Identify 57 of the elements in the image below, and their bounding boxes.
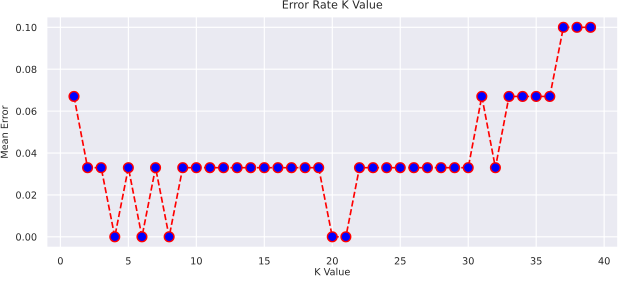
chart-title: Error Rate K Value <box>282 0 382 9</box>
point <box>462 162 474 174</box>
point <box>571 22 583 33</box>
point <box>177 162 188 174</box>
y-tick-label: 0.00 <box>16 233 36 241</box>
x-tick-label: 15 <box>259 257 270 265</box>
point <box>476 90 488 102</box>
point <box>218 162 230 174</box>
point <box>530 90 542 102</box>
x-tick-label: 20 <box>326 257 338 265</box>
point <box>422 162 433 174</box>
point <box>490 162 501 174</box>
y-tick-label: 0.08 <box>16 66 36 74</box>
x-tick-label: 40 <box>598 257 610 265</box>
y-tick-label: 0.10 <box>16 24 36 32</box>
point <box>449 162 460 174</box>
point <box>585 22 596 33</box>
point <box>313 162 324 174</box>
x-tick-label: 10 <box>191 257 202 265</box>
point <box>544 90 556 102</box>
point <box>408 162 420 174</box>
point <box>245 162 256 174</box>
point <box>258 162 270 174</box>
x-tick-label: 35 <box>530 257 542 265</box>
point <box>150 162 162 174</box>
point <box>232 162 243 174</box>
x-tick-label: 30 <box>462 257 474 265</box>
y-axis-title: Mean Error <box>0 105 8 158</box>
point <box>136 231 148 242</box>
point <box>204 162 216 174</box>
point <box>394 162 406 174</box>
y-tick-label: 0.06 <box>16 108 36 115</box>
y-tick-label: 0.04 <box>16 149 37 157</box>
point <box>300 162 311 174</box>
point <box>558 22 569 33</box>
point <box>381 162 392 174</box>
point <box>517 90 528 102</box>
point <box>190 162 202 174</box>
point <box>96 162 107 174</box>
x-tick-label: 5 <box>126 257 131 265</box>
x-tick-label: 0 <box>58 257 63 265</box>
point <box>340 231 352 242</box>
x-axis-title: K Value <box>315 268 350 276</box>
point <box>109 231 120 242</box>
point <box>272 162 284 174</box>
x-tick-label: 25 <box>394 257 406 265</box>
point <box>354 162 366 174</box>
point <box>435 162 447 174</box>
y-tick-label: 0.02 <box>16 191 36 199</box>
point <box>503 90 515 102</box>
point <box>326 231 338 242</box>
point <box>164 231 175 242</box>
point <box>368 162 379 174</box>
point <box>68 90 80 102</box>
point <box>122 162 134 174</box>
point <box>286 162 298 174</box>
point <box>82 162 94 174</box>
